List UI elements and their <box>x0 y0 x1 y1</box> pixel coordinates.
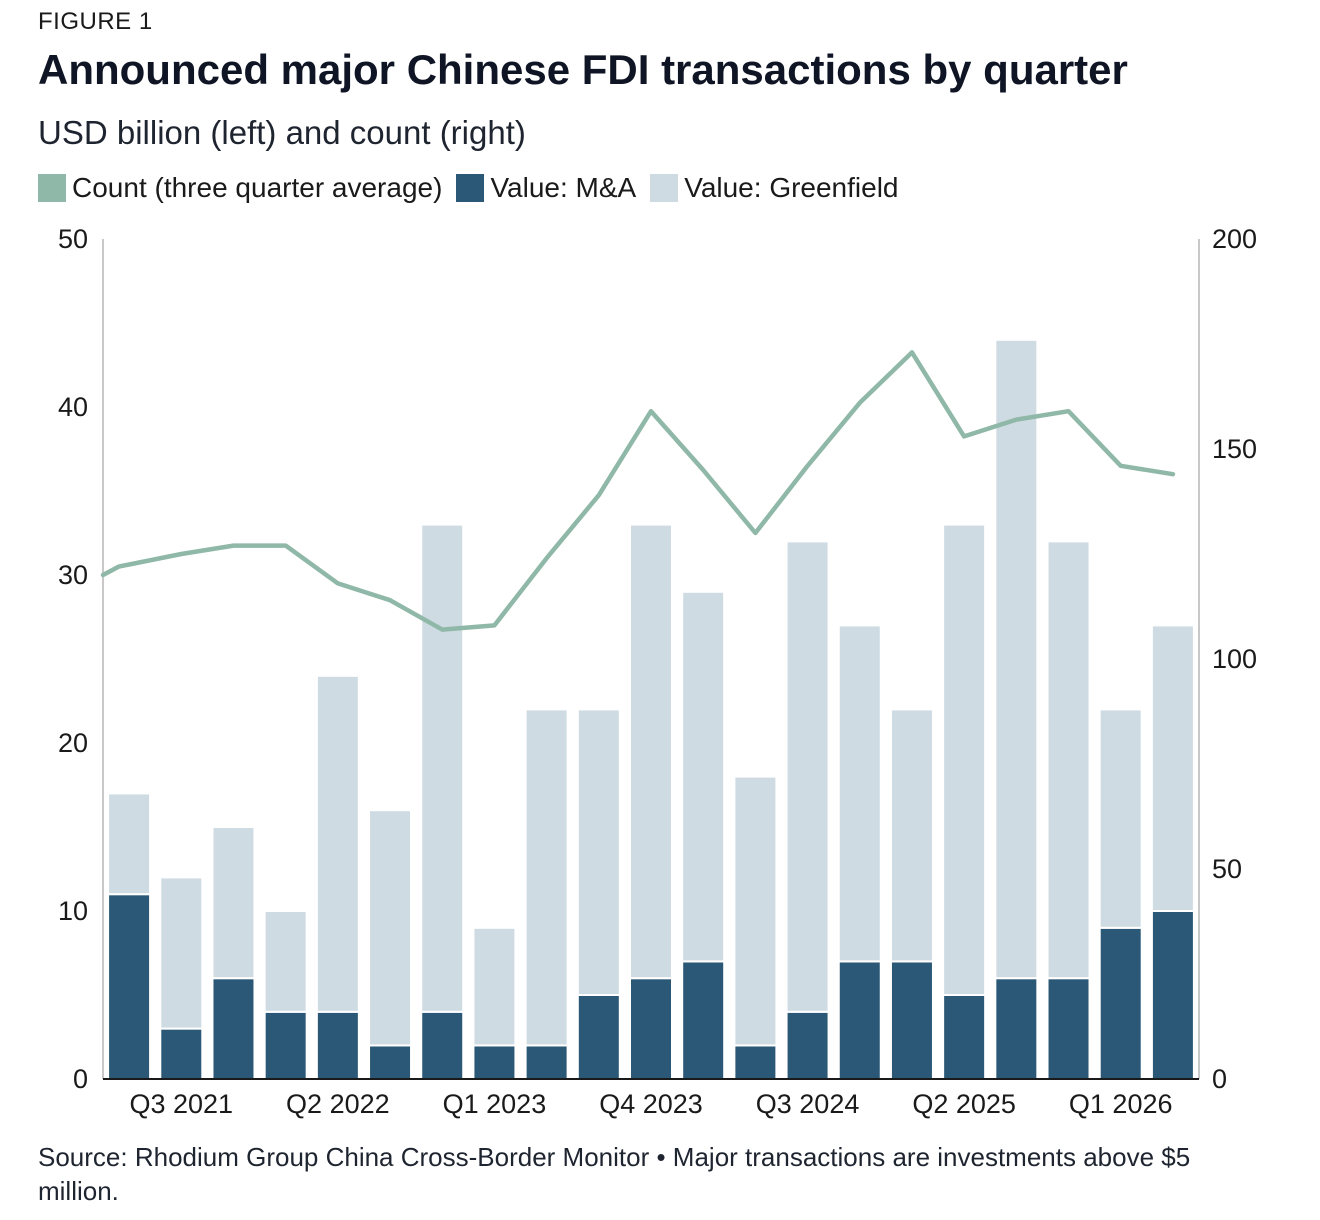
bar-greenfield-9 <box>576 708 621 997</box>
count-line <box>100 350 1176 632</box>
bar-ma-10 <box>629 977 673 1081</box>
bar-greenfield-10 <box>629 523 673 980</box>
y-right-tick-100: 100 <box>1212 644 1257 674</box>
legend-swatch-ma <box>456 174 485 202</box>
bar-greenfield-4 <box>315 674 360 1013</box>
bar-ma-11 <box>681 960 726 1081</box>
bar-greenfield-17 <box>994 338 1039 980</box>
y-left-tick-30: 30 <box>58 560 88 590</box>
chart-title: Announced major Chinese FDI transactions… <box>38 46 1128 93</box>
y-right-tick-0: 0 <box>1212 1064 1227 1094</box>
legend-label-count: Count (three quarter average) <box>72 172 443 203</box>
bar-greenfield-1 <box>159 876 204 1030</box>
legend: Count (three quarter average) Value: M&A… <box>38 172 913 204</box>
bar-ma-17 <box>994 977 1039 1081</box>
bar-ma-19 <box>1098 926 1143 1080</box>
bar-ma-2 <box>211 977 256 1081</box>
bar-greenfield-7 <box>472 926 517 1047</box>
bar-ma-8 <box>524 1044 569 1081</box>
legend-item-greenfield: Value: Greenfield <box>650 172 899 204</box>
y-right-tick-50: 50 <box>1212 854 1242 884</box>
chart-area: 0 10 20 30 40 50 0 50 100 150 200 Q3 2021 Q2 2022 Q1 … <box>58 224 1257 1119</box>
bar-ma-13 <box>785 1010 830 1080</box>
legend-swatch-count <box>38 174 66 202</box>
bar-ma-15 <box>889 960 934 1081</box>
y-left-tick-10: 10 <box>58 896 88 926</box>
y-right-tick-200: 200 <box>1212 224 1257 254</box>
x-tick-0: Q3 2021 <box>129 1089 233 1119</box>
y-left-tick-0: 0 <box>73 1064 88 1094</box>
bar-greenfield-14 <box>837 624 882 963</box>
y-left-tick-50: 50 <box>58 224 88 254</box>
bar-ma-18 <box>1046 977 1091 1081</box>
bar-ma-0 <box>107 893 152 1081</box>
bar-greenfield-11 <box>681 590 726 963</box>
y-left-tick-40: 40 <box>58 392 88 422</box>
legend-item-count: Count (three quarter average) <box>38 172 442 204</box>
bar-ma-16 <box>942 994 987 1080</box>
legend-label-ma: Value: M&A <box>490 172 637 203</box>
bar-greenfield-19 <box>1098 708 1143 929</box>
x-tick-1: Q2 2022 <box>286 1089 390 1119</box>
bar-ma-7 <box>472 1044 517 1081</box>
bar-ma-14 <box>837 960 882 1081</box>
bar-ma-3 <box>263 1010 308 1080</box>
legend-item-ma: Value: M&A <box>456 172 636 204</box>
bar-ma-5 <box>368 1044 413 1081</box>
x-tick-6: Q1 2026 <box>1069 1089 1173 1119</box>
x-tick-2: Q1 2023 <box>443 1089 547 1119</box>
bar-greenfield-12 <box>733 775 778 1047</box>
bar-greenfield-8 <box>524 708 569 1047</box>
bar-greenfield-18 <box>1046 540 1091 980</box>
bar-ma-4 <box>315 1010 360 1080</box>
bar-ma-12 <box>733 1044 778 1081</box>
bar-greenfield-3 <box>263 910 308 1013</box>
x-tick-4: Q3 2024 <box>756 1089 860 1119</box>
legend-swatch-greenfield <box>650 174 679 202</box>
bar-ma-20 <box>1150 910 1195 1080</box>
bar-greenfield-13 <box>785 540 830 1013</box>
bar-greenfield-15 <box>889 708 934 963</box>
y-left-tick-20: 20 <box>58 728 88 758</box>
bar-greenfield-6 <box>420 523 465 1013</box>
bar-ma-6 <box>420 1010 465 1080</box>
bar-greenfield-2 <box>211 826 256 980</box>
bar-greenfield-16 <box>942 523 987 996</box>
bar-greenfield-20 <box>1150 624 1195 913</box>
bar-greenfield-5 <box>368 809 413 1047</box>
x-tick-3: Q4 2023 <box>599 1089 703 1119</box>
source-note: Source: Rhodium Group China Cross-Border… <box>38 1142 1191 1206</box>
bar-greenfield-0 <box>107 792 152 896</box>
x-tick-5: Q2 2025 <box>912 1089 1016 1119</box>
y-right-tick-150: 150 <box>1212 434 1257 464</box>
bar-ma-1 <box>159 1027 204 1080</box>
bar-ma-9 <box>576 994 621 1080</box>
legend-label-greenfield: Value: Greenfield <box>684 172 899 203</box>
chart-subtitle: USD billion (left) and count (right) <box>38 114 526 151</box>
figure-label: FIGURE 1 <box>38 8 153 35</box>
